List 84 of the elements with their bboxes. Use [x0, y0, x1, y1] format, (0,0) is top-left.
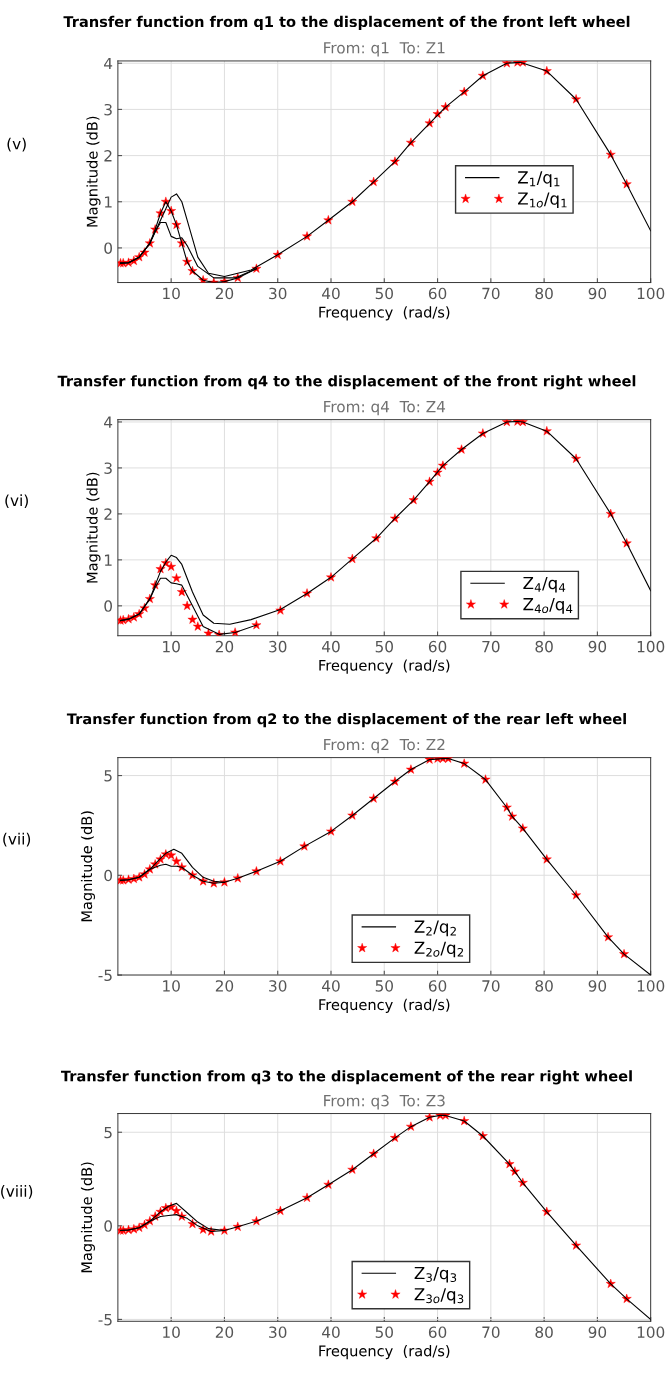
y-axis-title: Magnitude (dB) — [86, 472, 101, 583]
x-tick-label: 60 — [428, 640, 447, 653]
x-tick-label: 70 — [482, 287, 500, 300]
chart-title: Transfer function from q1 to the displacement of the front left wheel — [63, 15, 630, 30]
x-tick-label: 50 — [375, 1326, 393, 1338]
x-tick-label: 30 — [269, 1326, 287, 1338]
x-tick-label: 40 — [322, 640, 340, 653]
chart-title: Transfer function from q4 to the displacement of the front right wheel — [57, 375, 636, 390]
text: (v) — [7, 137, 26, 152]
y-tick-label: 3 — [104, 462, 112, 474]
x-tick-label: 60 — [428, 1326, 447, 1338]
legend-label: Z$_{1o}$/q$_{1}$ — [518, 192, 567, 209]
x-tick-label: 10 — [163, 640, 180, 653]
x-tick-label: 50 — [375, 640, 393, 653]
x-axis-title: Frequency (rad/s) — [319, 1345, 450, 1360]
legend-label: Z$_{3o}$/q$_{3}$ — [414, 1288, 464, 1304]
y-tick-label: -5 — [98, 969, 112, 982]
y-tick-label: 2 — [104, 150, 112, 162]
x-tick-label: 100 — [637, 1326, 665, 1338]
y-tick-label: 1 — [104, 196, 112, 208]
text: (vi) — [5, 494, 28, 508]
y-tick-label: 4 — [104, 416, 113, 428]
x-tick-label: 60 — [428, 980, 447, 992]
x-tick-label: 80 — [535, 980, 553, 992]
x-tick-label: 50 — [375, 980, 393, 992]
chart-subtitle: From: q2 To: Z2 — [324, 738, 445, 754]
x-axis-title: Frequency (rad/s) — [319, 306, 450, 321]
text: (viii) — [1, 1185, 33, 1199]
x-tick-label: 30 — [269, 640, 287, 653]
x-tick-label: 70 — [482, 640, 500, 653]
y-tick-label: 0 — [104, 1220, 113, 1232]
x-tick-label: 90 — [588, 640, 607, 653]
y-axis-title: Magnitude (dB) — [80, 811, 96, 922]
x-tick-label: 20 — [215, 1326, 234, 1338]
x-tick-label: 100 — [637, 640, 665, 653]
y-tick-label: 4 — [104, 57, 113, 70]
chart-subtitle: From: q3 To: Z3 — [324, 1094, 445, 1110]
x-tick-label: 20 — [215, 287, 234, 300]
x-tick-label: 100 — [637, 980, 665, 992]
x-tick-label: 10 — [163, 980, 180, 992]
x-tick-label: 80 — [535, 287, 553, 300]
x-tick-label: 40 — [322, 287, 340, 300]
text: (vii) — [3, 832, 31, 847]
legend-label: Z$_{3}$/q$_{3}$ — [414, 1266, 457, 1283]
x-axis-title: Frequency (rad/s) — [319, 659, 450, 674]
y-tick-label: 1 — [104, 554, 112, 566]
x-tick-label: 70 — [482, 1326, 500, 1338]
legend-label: Z$_{4o}$/q$_{4}$ — [523, 598, 573, 614]
x-tick-label: 90 — [588, 1326, 607, 1338]
x-tick-label: 90 — [588, 980, 607, 992]
y-tick-label: 0 — [104, 242, 113, 254]
x-tick-label: 100 — [637, 287, 665, 300]
y-tick-label: -5 — [98, 1314, 112, 1326]
x-tick-label: 50 — [375, 287, 393, 300]
x-tick-label: 40 — [322, 980, 340, 992]
legend-label: Z$_{4}$/q$_{4}$ — [523, 576, 566, 593]
x-tick-label: 80 — [535, 1326, 553, 1338]
x-tick-label: 20 — [215, 640, 234, 653]
y-axis-title: Magnitude (dB) — [86, 116, 101, 227]
y-tick-label: 0 — [104, 600, 113, 612]
y-tick-label: 0 — [104, 869, 113, 882]
y-tick-label: 3 — [104, 103, 112, 116]
y-axis-title: Magnitude (dB) — [80, 1162, 96, 1273]
x-tick-label: 40 — [322, 1326, 340, 1338]
x-tick-label: 30 — [269, 980, 287, 992]
legend-label: Z$_{1}$/q$_{1}$ — [518, 171, 560, 187]
x-tick-label: 90 — [588, 287, 607, 300]
chart-title: Transfer function from q3 to the displacement of the rear right wheel — [61, 1070, 632, 1085]
x-tick-label: 60 — [428, 287, 447, 300]
x-tick-label: 70 — [482, 980, 500, 992]
y-tick-label: 2 — [104, 508, 112, 520]
chart-subtitle: From: q1 To: Z1 — [324, 42, 445, 57]
x-tick-label: 30 — [269, 287, 287, 300]
x-tick-label: 10 — [163, 287, 180, 300]
y-tick-label: 5 — [104, 1126, 112, 1139]
x-axis-title: Frequency (rad/s) — [319, 998, 450, 1013]
chart-title: Transfer function from q2 to the displacement of the rear left wheel — [66, 713, 626, 728]
legend-label: Z$_{2o}$/q$_{2}$ — [414, 941, 464, 958]
legend-label: Z$_{2}$/q$_{2}$ — [414, 920, 456, 937]
x-tick-label: 80 — [535, 640, 553, 653]
chart-subtitle: From: q4 To: Z4 — [324, 401, 446, 416]
y-tick-label: 5 — [104, 770, 112, 782]
x-tick-label: 10 — [163, 1326, 180, 1338]
x-tick-label: 20 — [215, 980, 234, 992]
